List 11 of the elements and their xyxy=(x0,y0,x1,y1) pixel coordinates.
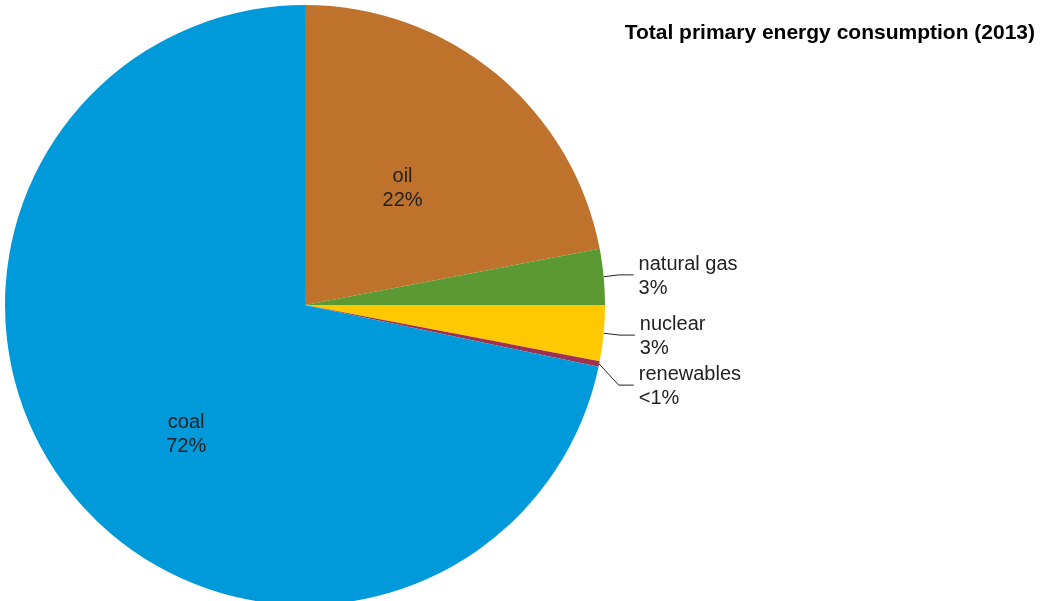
data-label: 72% xyxy=(166,434,207,457)
slice-label: oil xyxy=(392,164,413,187)
data-label: <1% xyxy=(638,386,680,409)
data-label: 3% xyxy=(639,336,669,359)
data-label: 3% xyxy=(638,275,668,298)
slice-label: nuclear xyxy=(639,312,706,335)
slice-label: natural gas xyxy=(638,251,738,274)
slice-label: renewables xyxy=(638,362,742,385)
text: Total primary energy consumption (2013) xyxy=(624,20,1035,43)
slice-label: coal xyxy=(167,410,205,433)
data-label: 22% xyxy=(382,188,423,211)
